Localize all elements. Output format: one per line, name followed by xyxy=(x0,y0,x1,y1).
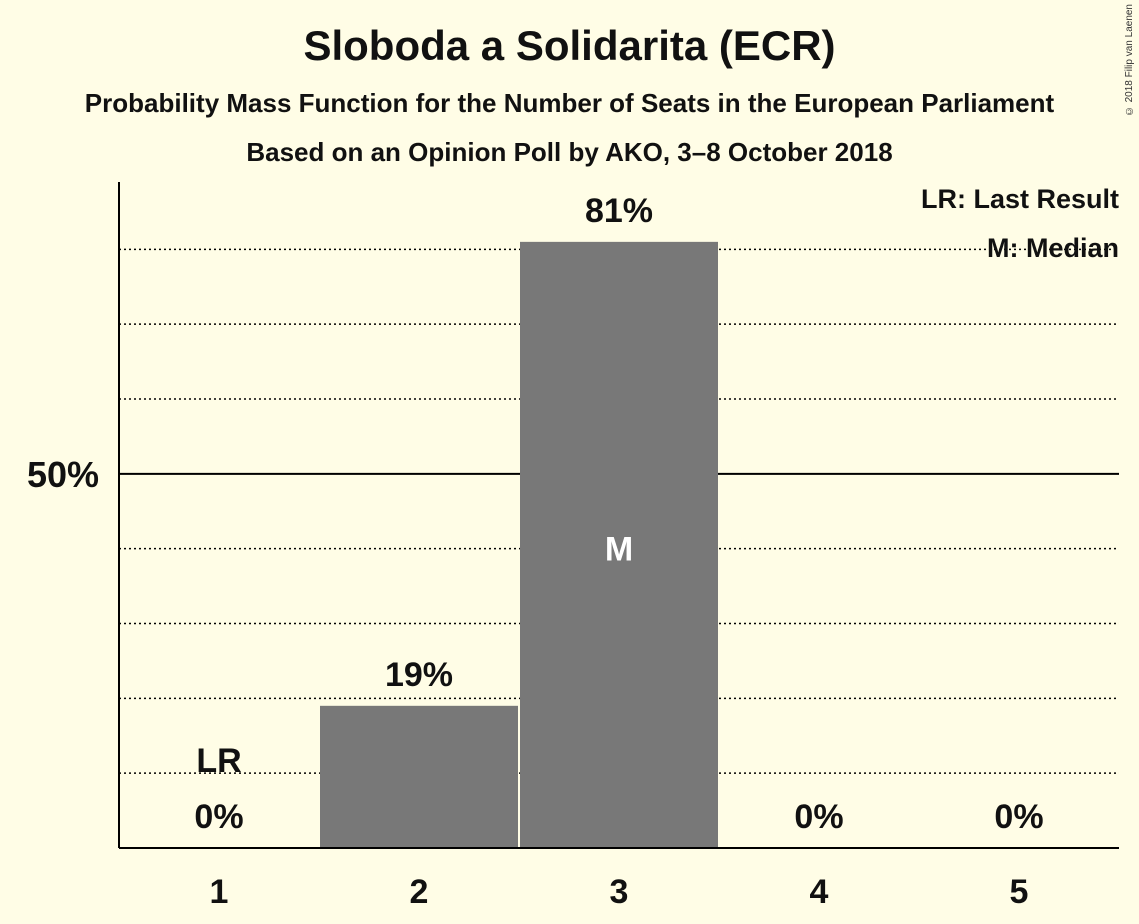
x-tick-label-5: 5 xyxy=(1010,873,1029,911)
x-tick-label-2: 2 xyxy=(410,873,429,911)
legend-median: M: Median xyxy=(987,233,1119,263)
x-tick-label-1: 1 xyxy=(210,873,229,911)
x-tick-label-3: 3 xyxy=(610,873,629,911)
data-label-3: 81% xyxy=(585,192,653,230)
data-label-1: 0% xyxy=(194,798,243,836)
chart-subtitle: Probability Mass Function for the Number… xyxy=(84,88,1055,118)
data-label-2: 19% xyxy=(385,656,453,694)
y-tick-label: 50% xyxy=(27,454,99,495)
legend-last-result: LR: Last Result xyxy=(920,184,1119,214)
last-result-marker: LR xyxy=(196,742,241,780)
chart-title: Sloboda a Solidarita (ECR) xyxy=(303,22,836,69)
median-marker: M xyxy=(605,531,633,569)
bar-2 xyxy=(320,705,518,848)
chart-source: Based on an Opinion Poll by AKO, 3–8 Oct… xyxy=(246,137,893,167)
data-label-5: 0% xyxy=(994,798,1043,836)
bar-3 xyxy=(520,241,718,848)
data-label-4: 0% xyxy=(794,798,843,836)
x-tick-label-4: 4 xyxy=(810,873,829,911)
